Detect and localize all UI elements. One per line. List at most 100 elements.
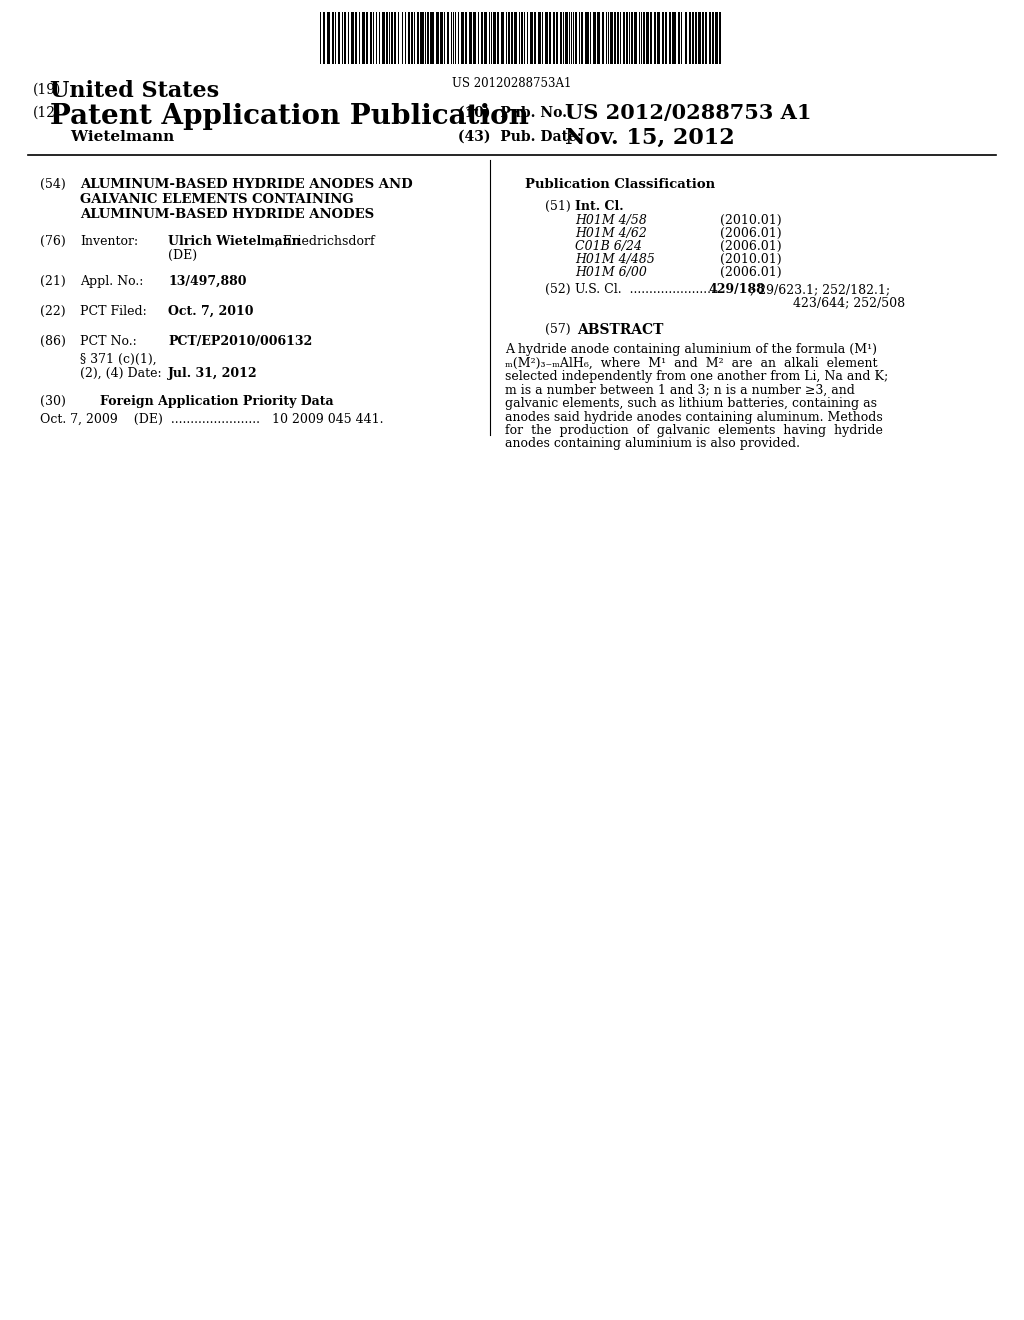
Bar	[709, 12, 711, 63]
Bar	[529, 12, 532, 63]
Bar	[678, 12, 680, 63]
Text: US 20120288753A1: US 20120288753A1	[453, 77, 571, 90]
Bar	[391, 12, 393, 63]
Text: (19): (19)	[33, 83, 61, 96]
Bar	[702, 12, 703, 63]
Text: (57): (57)	[545, 323, 570, 337]
Bar	[646, 12, 649, 63]
Bar	[473, 12, 475, 63]
Bar	[545, 12, 548, 63]
Text: Nov. 15, 2012: Nov. 15, 2012	[565, 127, 735, 149]
Bar	[560, 12, 562, 63]
Bar	[350, 12, 353, 63]
Text: A hydride anode containing aluminium of the formula (M¹): A hydride anode containing aluminium of …	[505, 343, 877, 356]
Text: PCT/EP2010/006132: PCT/EP2010/006132	[168, 335, 312, 348]
Bar	[420, 12, 424, 63]
Text: GALVANIC ELEMENTS CONTAINING: GALVANIC ELEMENTS CONTAINING	[80, 193, 353, 206]
Text: Appl. No.:: Appl. No.:	[80, 275, 143, 288]
Bar	[665, 12, 667, 63]
Text: (DE): (DE)	[168, 249, 198, 261]
Bar	[631, 12, 633, 63]
Bar	[382, 12, 384, 63]
Text: ; 29/623.1; 252/182.1;: ; 29/623.1; 252/182.1;	[750, 282, 890, 296]
Bar	[501, 12, 504, 63]
Text: m is a number between 1 and 3; n is a number ≥3, and: m is a number between 1 and 3; n is a nu…	[505, 384, 855, 396]
Bar	[712, 12, 714, 63]
Bar	[521, 12, 523, 63]
Text: Inventor:: Inventor:	[80, 235, 138, 248]
Bar	[440, 12, 442, 63]
Text: (2), (4) Date:: (2), (4) Date:	[80, 367, 162, 380]
Bar	[430, 12, 433, 63]
Text: (21): (21)	[40, 275, 66, 288]
Bar	[376, 12, 377, 63]
Text: (2006.01): (2006.01)	[720, 227, 781, 240]
Bar	[705, 12, 707, 63]
Text: US 2012/0288753 A1: US 2012/0288753 A1	[565, 103, 811, 123]
Text: Publication Classification: Publication Classification	[525, 178, 715, 191]
Text: H01M 4/485: H01M 4/485	[575, 253, 655, 267]
Bar	[556, 12, 558, 63]
Bar	[697, 12, 700, 63]
Bar	[694, 12, 696, 63]
Bar	[553, 12, 555, 63]
Bar	[585, 12, 589, 63]
Text: ₘ(M²)₃₋ₘAlH₆,  where  M¹  and  M²  are  an  alkali  element: ₘ(M²)₃₋ₘAlH₆, where M¹ and M² are an alk…	[505, 356, 878, 370]
Bar	[370, 12, 372, 63]
Text: (43)  Pub. Date:: (43) Pub. Date:	[458, 129, 582, 144]
Bar	[465, 12, 467, 63]
Bar	[461, 12, 464, 63]
Bar	[614, 12, 616, 63]
Text: (2006.01): (2006.01)	[720, 267, 781, 279]
Bar	[332, 12, 334, 63]
Text: 13/497,880: 13/497,880	[168, 275, 247, 288]
Text: 423/644; 252/508: 423/644; 252/508	[793, 296, 905, 309]
Bar	[446, 12, 449, 63]
Text: (2010.01): (2010.01)	[720, 214, 781, 227]
Text: for  the  production  of  galvanic  elements  having  hydride: for the production of galvanic elements …	[505, 424, 883, 437]
Bar	[538, 12, 541, 63]
Bar	[511, 12, 512, 63]
Bar	[623, 12, 625, 63]
Bar	[610, 12, 613, 63]
Bar	[408, 12, 410, 63]
Text: (76): (76)	[40, 235, 66, 248]
Bar	[469, 12, 471, 63]
Bar	[397, 12, 399, 63]
Bar	[411, 12, 413, 63]
Bar	[341, 12, 343, 63]
Bar	[404, 12, 406, 63]
Text: Wietelmann: Wietelmann	[50, 129, 174, 144]
Text: Patent Application Publication: Patent Application Publication	[50, 103, 528, 129]
Text: anodes said hydride anodes containing aluminum. Methods: anodes said hydride anodes containing al…	[505, 411, 883, 424]
Text: (2010.01): (2010.01)	[720, 253, 781, 267]
Text: Foreign Application Priority Data: Foreign Application Priority Data	[100, 395, 334, 408]
Bar	[672, 12, 676, 63]
Bar	[323, 12, 325, 63]
Bar	[394, 12, 395, 63]
Text: ABSTRACT: ABSTRACT	[577, 323, 664, 337]
Bar	[338, 12, 340, 63]
Bar	[458, 12, 459, 63]
Text: (30): (30)	[40, 395, 66, 408]
Text: ALUMINUM-BASED HYDRIDE ANODES: ALUMINUM-BASED HYDRIDE ANODES	[80, 209, 374, 220]
Text: § 371 (c)(1),: § 371 (c)(1),	[80, 352, 157, 366]
Text: PCT Filed:: PCT Filed:	[80, 305, 146, 318]
Text: (51): (51)	[545, 201, 570, 213]
Bar	[354, 12, 356, 63]
Bar	[715, 12, 718, 63]
Text: 429/188: 429/188	[708, 282, 765, 296]
Bar	[366, 12, 368, 63]
Bar	[575, 12, 577, 63]
Bar	[361, 12, 365, 63]
Bar	[653, 12, 656, 63]
Bar	[484, 12, 486, 63]
Bar	[601, 12, 603, 63]
Text: anodes containing aluminium is also provided.: anodes containing aluminium is also prov…	[505, 437, 800, 450]
Bar	[643, 12, 644, 63]
Bar	[688, 12, 691, 63]
Text: H01M 6/00: H01M 6/00	[575, 267, 647, 279]
Bar	[650, 12, 652, 63]
Text: C01B 6/24: C01B 6/24	[575, 240, 642, 253]
Bar	[597, 12, 599, 63]
